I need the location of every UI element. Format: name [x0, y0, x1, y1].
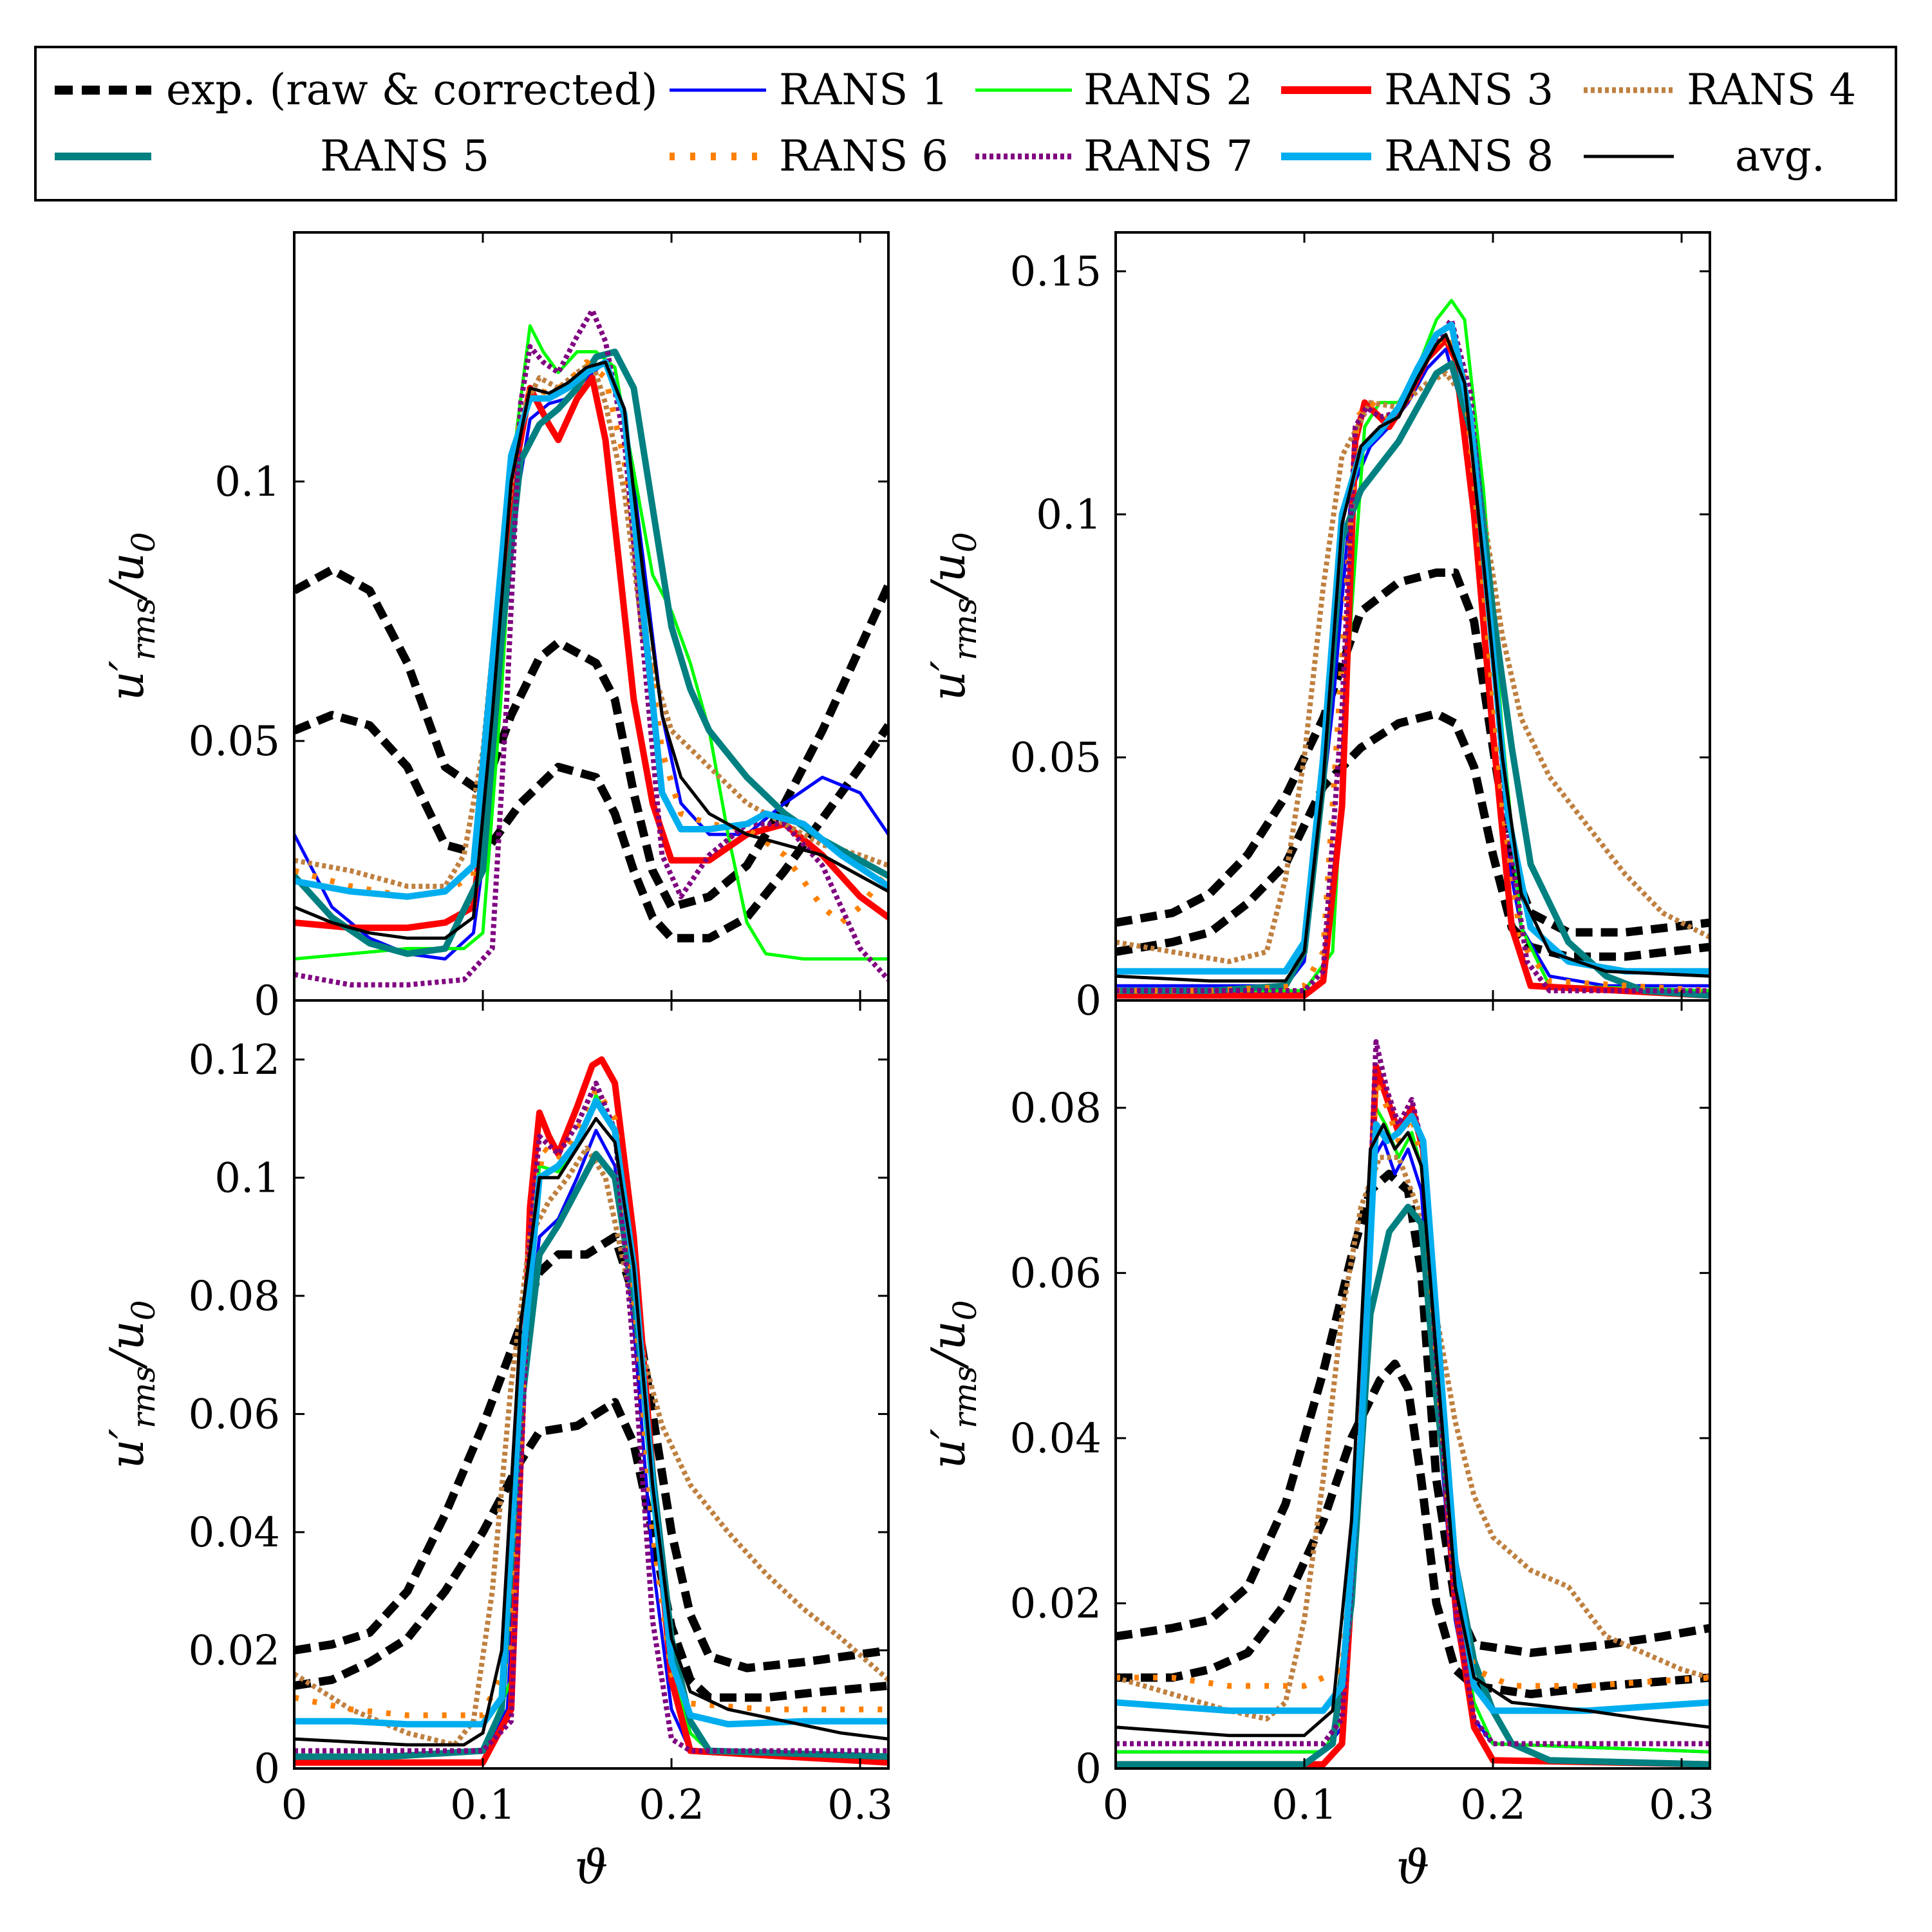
- x-tick-label: 0.3: [1649, 1781, 1714, 1829]
- x-axis-label: ϑ: [1396, 1840, 1429, 1894]
- series-line-rans-2: [294, 1093, 888, 1759]
- panel-bottom-left: 0 0.1 0.2 0.3 0 0.02 0.04 0.06 0.08 0.1 0.12 u′rms/…: [100, 999, 893, 1894]
- x-tick-label: 0.3: [827, 1781, 893, 1829]
- y-tick-label: 0.02: [189, 1627, 281, 1674]
- series-line-rans-4: [1116, 371, 1710, 964]
- y-tick-label: 0.02: [1010, 1580, 1102, 1627]
- series-line-rans-7: [1116, 1039, 1710, 1747]
- y-tick-label: 0.06: [189, 1391, 281, 1438]
- series-line-avg-: [294, 361, 888, 940]
- y-tick-label: 0.1: [214, 1154, 280, 1202]
- y-axis-label: u′rms/u0: [921, 532, 984, 700]
- legend-entry-rans-8: RANS 8: [1281, 131, 1553, 181]
- series-line-rans-8: [1116, 1112, 1710, 1714]
- series-line-rans-3: [1116, 336, 1710, 999]
- y-tick-label: 0: [1075, 977, 1102, 1025]
- series-line-rans-6: [1116, 332, 1710, 994]
- panel-bottom-right: 0 0.1 0.2 0.3 0 0.02 0.04 0.06 0.08 u′rms/u0 ϑ: [921, 999, 1714, 1894]
- legend-entry-rans-5: RANS 5: [55, 131, 489, 181]
- series-line-exp-raw: [294, 1232, 888, 1673]
- series-group: [294, 1056, 888, 1766]
- y-tick-label: 0.1: [214, 458, 280, 506]
- panel-top-left: 0 0.05 0.1 u′rms/u0: [100, 231, 890, 1025]
- series-line-avg-: [294, 1117, 888, 1747]
- y-tick-label: 0: [254, 977, 280, 1025]
- plot-frame: [1114, 999, 1711, 1770]
- series-line-rans-4: [294, 359, 888, 889]
- legend-label-rans-2: RANS 2: [1083, 65, 1253, 115]
- y-tick-label: 0.08: [189, 1273, 281, 1320]
- series-line-rans-5: [294, 348, 888, 957]
- y-tick-label: 0.15: [1010, 248, 1102, 295]
- series-line-rans-7: [294, 1080, 888, 1754]
- series-line-rans-7: [294, 307, 888, 988]
- series-line-exp-raw: [1116, 568, 1710, 937]
- series-line-exp-raw: [1116, 1169, 1710, 1657]
- legend-label-exp: exp. (raw & corrected): [166, 65, 658, 115]
- x-axis-label: ϑ: [575, 1840, 608, 1894]
- series-group: [1116, 1039, 1710, 1768]
- legend-entry-rans-6: RANS 6: [670, 131, 948, 181]
- y-tick-label: 0.05: [1010, 734, 1102, 782]
- x-tick-label: 0.1: [1271, 1781, 1337, 1829]
- y-tick-label: 0.05: [189, 718, 281, 765]
- x-tick-label: 0.1: [450, 1781, 516, 1829]
- series-line-rans-6: [294, 1086, 888, 1718]
- series-line-exp-corrected: [1116, 709, 1710, 961]
- legend-entry-rans-4: RANS 4: [1584, 65, 1856, 115]
- y-tick-label: 0.04: [189, 1509, 281, 1557]
- x-tick-label: 0.2: [1460, 1781, 1526, 1829]
- panel-top-right: 0 0.05 0.1 0.15 u′rms/u0: [921, 231, 1711, 1025]
- y-axis-label: u′rms/u0: [100, 532, 162, 700]
- y-tick-label: 0.06: [1010, 1250, 1102, 1297]
- y-tick-label: 0: [254, 1745, 280, 1793]
- series-line-rans-5: [1116, 1203, 1710, 1768]
- x-tick-label: 0.2: [639, 1781, 704, 1829]
- y-tick-label: 0.04: [1010, 1415, 1102, 1463]
- series-line-exp-corrected: [1116, 1359, 1710, 1698]
- legend-entry-rans-7: RANS 7: [975, 131, 1253, 181]
- series-line-rans-8: [294, 359, 888, 900]
- y-axis-label: u′rms/u0: [100, 1300, 162, 1468]
- legend: exp. (raw & corrected) RANS 1 RANS 2 RAN…: [34, 46, 1897, 202]
- y-tick-label: 0.1: [1036, 491, 1102, 539]
- x-tick-label: 0: [281, 1781, 308, 1829]
- plot-frame: [293, 999, 890, 1770]
- legend-label-rans-6: RANS 6: [779, 131, 948, 181]
- legend-entry-exp: exp. (raw & corrected): [55, 65, 658, 115]
- series-line-rans-2: [1116, 299, 1710, 993]
- series-group: [1116, 299, 1710, 999]
- series-line-rans-1: [1116, 347, 1710, 988]
- legend-entry-rans-2: RANS 2: [975, 65, 1253, 115]
- series-line-exp-corrected: [294, 1398, 888, 1702]
- series-line-exp-raw: [294, 565, 888, 912]
- series-line-avg-: [1116, 333, 1710, 983]
- series-group: [294, 307, 888, 988]
- legend-entry-rans-1: RANS 1: [670, 65, 948, 115]
- series-line-rans-2: [294, 324, 888, 961]
- legend-label-rans-7: RANS 7: [1083, 131, 1253, 181]
- legend-label-rans-5: RANS 5: [320, 131, 489, 181]
- x-tick-label: 0: [1103, 1781, 1129, 1829]
- legend-entry-avg: avg.: [1584, 131, 1825, 181]
- legend-label-rans-4: RANS 4: [1687, 65, 1856, 115]
- y-tick-label: 0: [1075, 1745, 1102, 1793]
- series-line-rans-6: [1116, 1080, 1710, 1689]
- series-line-exp-corrected: [294, 711, 888, 943]
- legend-entry-rans-3: RANS 3: [1281, 65, 1553, 115]
- series-line-rans-4: [294, 1145, 888, 1748]
- series-line-rans-8: [294, 1098, 888, 1728]
- legend-label-rans-1: RANS 1: [779, 65, 948, 115]
- y-tick-label: 0.08: [1010, 1085, 1102, 1132]
- legend-box: [34, 46, 1897, 202]
- series-line-avg-: [1116, 1122, 1710, 1738]
- chart-panels: 0 0.05 0.1 u′rms/u0 0 0.05 0.1 0.15 u′rms/u0 0 0.1…: [100, 231, 1714, 1894]
- y-axis-label: u′rms/u0: [921, 1300, 984, 1468]
- legend-label-rans-8: RANS 8: [1384, 131, 1553, 181]
- legend-label-avg: avg.: [1735, 131, 1825, 181]
- plot-frame: [1114, 231, 1711, 1002]
- y-tick-label: 0.12: [189, 1036, 281, 1084]
- legend-label-rans-3: RANS 3: [1384, 65, 1553, 115]
